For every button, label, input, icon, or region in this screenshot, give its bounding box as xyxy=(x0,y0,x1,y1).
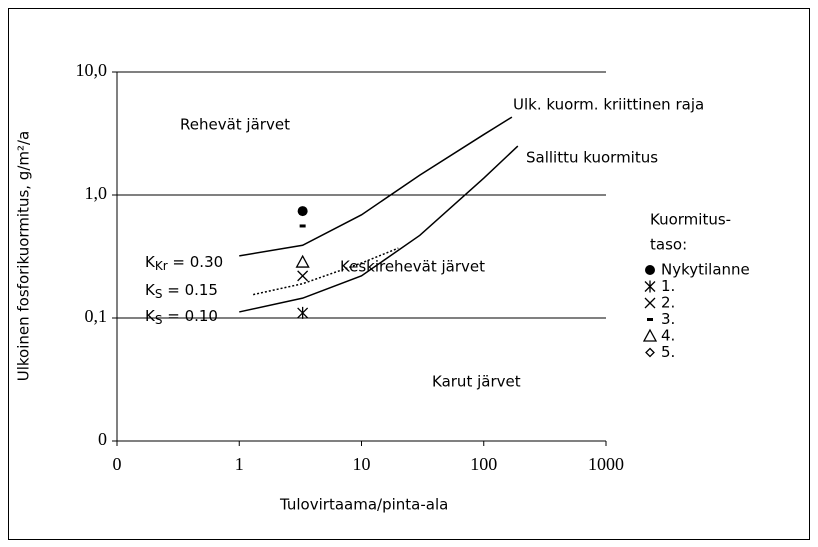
marker xyxy=(297,306,309,319)
k-subscript: S xyxy=(155,287,163,301)
x-tick-label: 1 xyxy=(235,454,244,474)
y-tick-label: 0 xyxy=(98,429,107,449)
curve-label: Sallittu kuormitus xyxy=(526,149,658,167)
region-label: Rehevät järvet xyxy=(180,116,290,134)
legend-label: 5. xyxy=(661,343,675,361)
k-value: = 0.30 xyxy=(168,253,224,271)
legend-label: 4. xyxy=(661,327,675,345)
marker-diamond xyxy=(645,347,655,358)
y-tick-label: 1,0 xyxy=(85,183,108,203)
x-tick-label: 10 xyxy=(353,454,371,474)
k-label: KKr = 0.30 xyxy=(145,253,223,273)
x-axis-label: Tulovirtaama/pinta-ala xyxy=(279,496,448,514)
marker xyxy=(297,206,308,217)
marker-triangle xyxy=(295,254,310,268)
y-axis-label: Ulkoinen fosforikuormitus, g/m²/a xyxy=(15,131,33,382)
y-tick-label: 0,1 xyxy=(85,306,108,326)
k-symbol: K xyxy=(145,253,156,271)
marker xyxy=(297,270,309,282)
curve-label: Ulk. kuorm. kriittinen raja xyxy=(513,96,704,114)
legend-title: Kuormitus- xyxy=(650,211,731,229)
x-tick-label: 0 xyxy=(113,454,122,474)
x-tick-label: 100 xyxy=(470,454,497,474)
y-tick-label: 10,0 xyxy=(76,60,108,80)
k-value: = 0.15 xyxy=(162,281,218,299)
k-label: KS = 0.10 xyxy=(145,307,218,327)
legend-title: taso: xyxy=(650,236,687,254)
marker-asterisk xyxy=(297,306,309,319)
marker-cross xyxy=(297,270,309,282)
marker-dot xyxy=(645,265,655,275)
marker xyxy=(295,254,310,268)
k-subscript: Kr xyxy=(155,259,168,273)
k-subscript: S xyxy=(155,313,163,327)
marker xyxy=(642,328,658,342)
curve xyxy=(253,247,399,296)
region-label: Karut järvet xyxy=(432,373,521,391)
k-value: = 0.10 xyxy=(162,307,218,325)
curve xyxy=(239,116,513,257)
marker xyxy=(644,280,656,293)
frame xyxy=(8,8,810,540)
marker-triangle xyxy=(642,328,658,342)
legend-label: Nykytilanne xyxy=(661,261,750,279)
marker-asterisk xyxy=(644,280,656,293)
marker-dot xyxy=(297,206,308,217)
k-symbol: K xyxy=(145,307,156,325)
marker xyxy=(299,224,306,228)
curve xyxy=(239,145,519,313)
k-symbol: K xyxy=(145,281,156,299)
region-label: Keskirehevät järvet xyxy=(340,258,485,276)
marker xyxy=(645,347,655,358)
legend-label: 2. xyxy=(661,294,675,312)
marker xyxy=(647,318,653,321)
legend-label: 1. xyxy=(661,277,675,295)
marker xyxy=(645,265,655,275)
legend-label: 3. xyxy=(661,310,675,328)
marker xyxy=(644,297,656,309)
marker-dash xyxy=(647,318,653,321)
marker-dash xyxy=(299,224,306,228)
x-tick-label: 1000 xyxy=(588,454,624,474)
marker-cross xyxy=(644,297,656,309)
k-label: KS = 0.15 xyxy=(145,281,218,301)
